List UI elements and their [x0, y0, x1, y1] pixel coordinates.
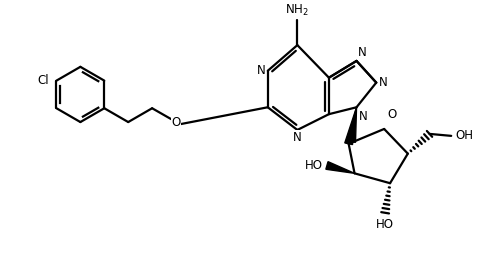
Text: OH: OH: [454, 129, 472, 142]
Text: N: N: [357, 46, 366, 59]
Text: O: O: [386, 108, 396, 121]
Polygon shape: [325, 162, 354, 173]
Text: HO: HO: [375, 218, 393, 231]
Text: N: N: [257, 64, 265, 77]
Text: N: N: [378, 76, 387, 89]
Polygon shape: [347, 107, 356, 142]
Text: O: O: [171, 116, 180, 129]
Polygon shape: [344, 107, 356, 145]
Text: N: N: [358, 110, 367, 123]
Text: NH$_2$: NH$_2$: [285, 3, 309, 18]
Text: N: N: [293, 131, 301, 144]
Text: HO: HO: [305, 159, 322, 172]
Text: Cl: Cl: [37, 74, 49, 87]
